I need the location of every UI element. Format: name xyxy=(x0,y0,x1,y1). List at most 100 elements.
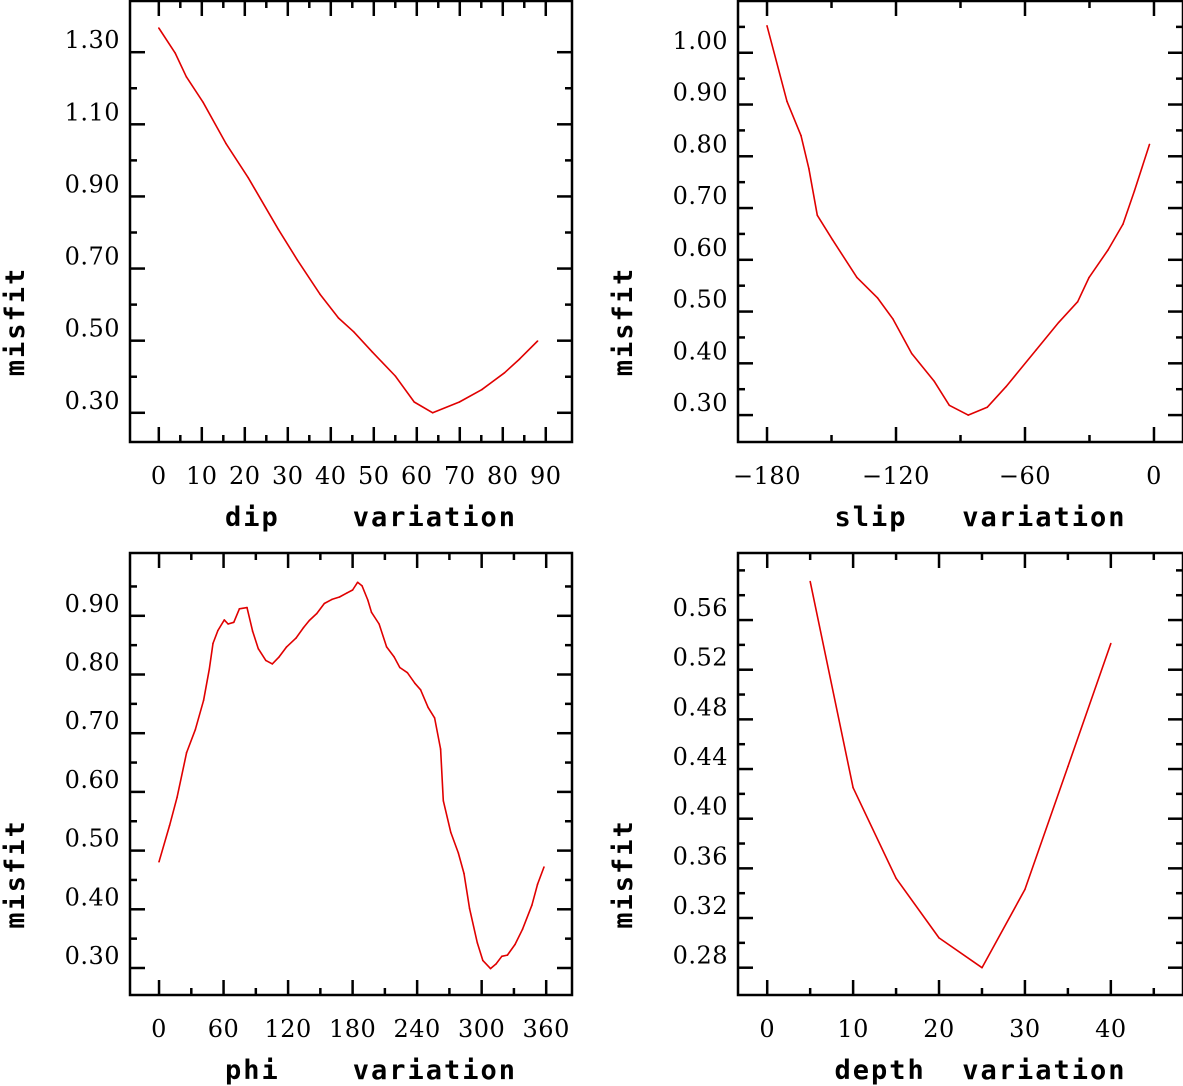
x-tick-label: 70 xyxy=(444,462,476,490)
y-tick-label: 0.50 xyxy=(673,286,728,314)
x-axis-title: depth variation xyxy=(834,1055,1126,1086)
x-tick-label: 240 xyxy=(393,1015,440,1043)
y-tick-label: 1.10 xyxy=(65,98,120,126)
data-point xyxy=(367,599,369,601)
series-line-phi xyxy=(158,581,545,970)
data-point xyxy=(800,134,802,137)
x-tick-label: 0 xyxy=(759,1015,775,1043)
data-point xyxy=(1107,249,1109,251)
data-point xyxy=(816,214,819,217)
data-point xyxy=(202,101,204,104)
data-point xyxy=(1024,888,1026,891)
x-tick-label: 180 xyxy=(329,1015,376,1043)
y-tick-label: 0.52 xyxy=(673,644,728,672)
plot-frame xyxy=(736,551,1183,997)
y-tick-label: 0.56 xyxy=(673,594,728,622)
data-point xyxy=(895,877,897,880)
y-tick-label: 1.00 xyxy=(673,27,728,55)
x-tick-label: 40 xyxy=(315,462,347,490)
data-point xyxy=(413,401,416,403)
data-point xyxy=(394,375,397,377)
data-point xyxy=(246,606,248,609)
y-tick-label: 0.50 xyxy=(65,825,120,853)
y-axis-title: misfit xyxy=(0,819,31,929)
panel-depth-variation: 0 10 20 30 40 0.28 0.32 0.36 0.40 0.44 0.48 0.52 0.5… xyxy=(608,551,1183,1086)
x-tick-label: 0 xyxy=(151,1015,167,1043)
y-tick-label: 0.70 xyxy=(673,182,728,210)
data-point xyxy=(361,585,363,587)
data-point xyxy=(831,238,834,241)
data-point xyxy=(892,318,894,320)
data-point xyxy=(521,928,524,931)
x-tick-label: 0 xyxy=(151,462,167,490)
x-tick-label: 0 xyxy=(1146,462,1162,490)
data-point xyxy=(1076,300,1079,303)
data-point xyxy=(431,412,434,414)
data-point xyxy=(202,699,205,702)
x-tick-label: 120 xyxy=(264,1015,311,1043)
y-tick-label: 0.28 xyxy=(673,942,728,970)
data-point xyxy=(185,751,188,754)
x-tick-label: 60 xyxy=(208,1015,240,1043)
x-tick-label: 30 xyxy=(1009,1015,1041,1043)
data-point xyxy=(338,596,341,598)
data-point xyxy=(168,824,171,827)
y-tick-label: 0.90 xyxy=(65,170,120,198)
data-point xyxy=(399,666,401,669)
x-tick-label: 10 xyxy=(837,1015,869,1043)
y-tick-label: 0.40 xyxy=(65,883,120,911)
x-tick-label: −180 xyxy=(733,462,801,490)
panel-phi-variation: 0 60 120 180 240 300 360 0.30 0.40 0.50 0.60 0.70 0.… xyxy=(0,551,574,1086)
data-point xyxy=(296,259,299,261)
plot-frame xyxy=(128,551,574,997)
x-tick-label: 20 xyxy=(229,462,261,490)
data-point xyxy=(265,659,267,662)
data-point xyxy=(251,630,254,632)
series-line-slip xyxy=(766,25,1151,416)
data-point xyxy=(489,967,492,970)
y-tick-label: 0.48 xyxy=(673,693,728,721)
data-point xyxy=(1035,349,1037,351)
data-point xyxy=(981,966,983,969)
data-point xyxy=(1148,143,1151,146)
data-point xyxy=(346,592,348,594)
y-tick-label: 0.30 xyxy=(65,942,120,970)
data-point xyxy=(158,861,160,863)
y-tick-label: 0.60 xyxy=(673,234,728,262)
data-point xyxy=(257,647,260,650)
data-point xyxy=(480,388,483,391)
x-tick-label: 40 xyxy=(1095,1015,1127,1043)
data-point xyxy=(1122,223,1124,225)
data-point xyxy=(766,25,768,27)
data-point xyxy=(176,796,178,798)
data-point xyxy=(319,293,321,296)
data-point xyxy=(986,406,988,409)
panel-slip-variation: −180 −120 −60 0 0.30 0.40 0.50 0.60 0.70 0.80 0.90… xyxy=(608,0,1183,533)
y-tick-label: 0.36 xyxy=(673,842,728,870)
data-point xyxy=(938,937,940,939)
data-point xyxy=(174,52,176,54)
data-point xyxy=(285,646,288,648)
x-tick-label: 300 xyxy=(458,1015,505,1043)
panel-dip-variation: 0 10 20 30 40 50 60 70 80 90 0.30 0.50 0.70 0.90 1.10 1… xyxy=(0,0,574,533)
data-point xyxy=(518,358,521,360)
x-axis-title: slip variation xyxy=(834,502,1126,533)
data-point xyxy=(531,904,533,906)
y-tick-label: 0.30 xyxy=(65,387,120,415)
data-point xyxy=(316,612,318,615)
data-point xyxy=(351,589,354,591)
data-point xyxy=(238,608,241,610)
y-tick-label: 0.44 xyxy=(673,743,728,771)
data-point xyxy=(468,907,471,910)
data-point xyxy=(278,656,280,658)
data-point xyxy=(414,682,416,685)
data-point xyxy=(212,642,214,645)
data-point xyxy=(378,623,380,625)
x-tick-label: −60 xyxy=(999,462,1051,490)
plot-frame xyxy=(128,0,574,444)
data-point xyxy=(337,317,340,319)
data-point xyxy=(786,100,788,103)
data-point xyxy=(809,580,811,583)
data-point xyxy=(1005,385,1007,388)
y-tick-label: 0.50 xyxy=(65,315,120,343)
